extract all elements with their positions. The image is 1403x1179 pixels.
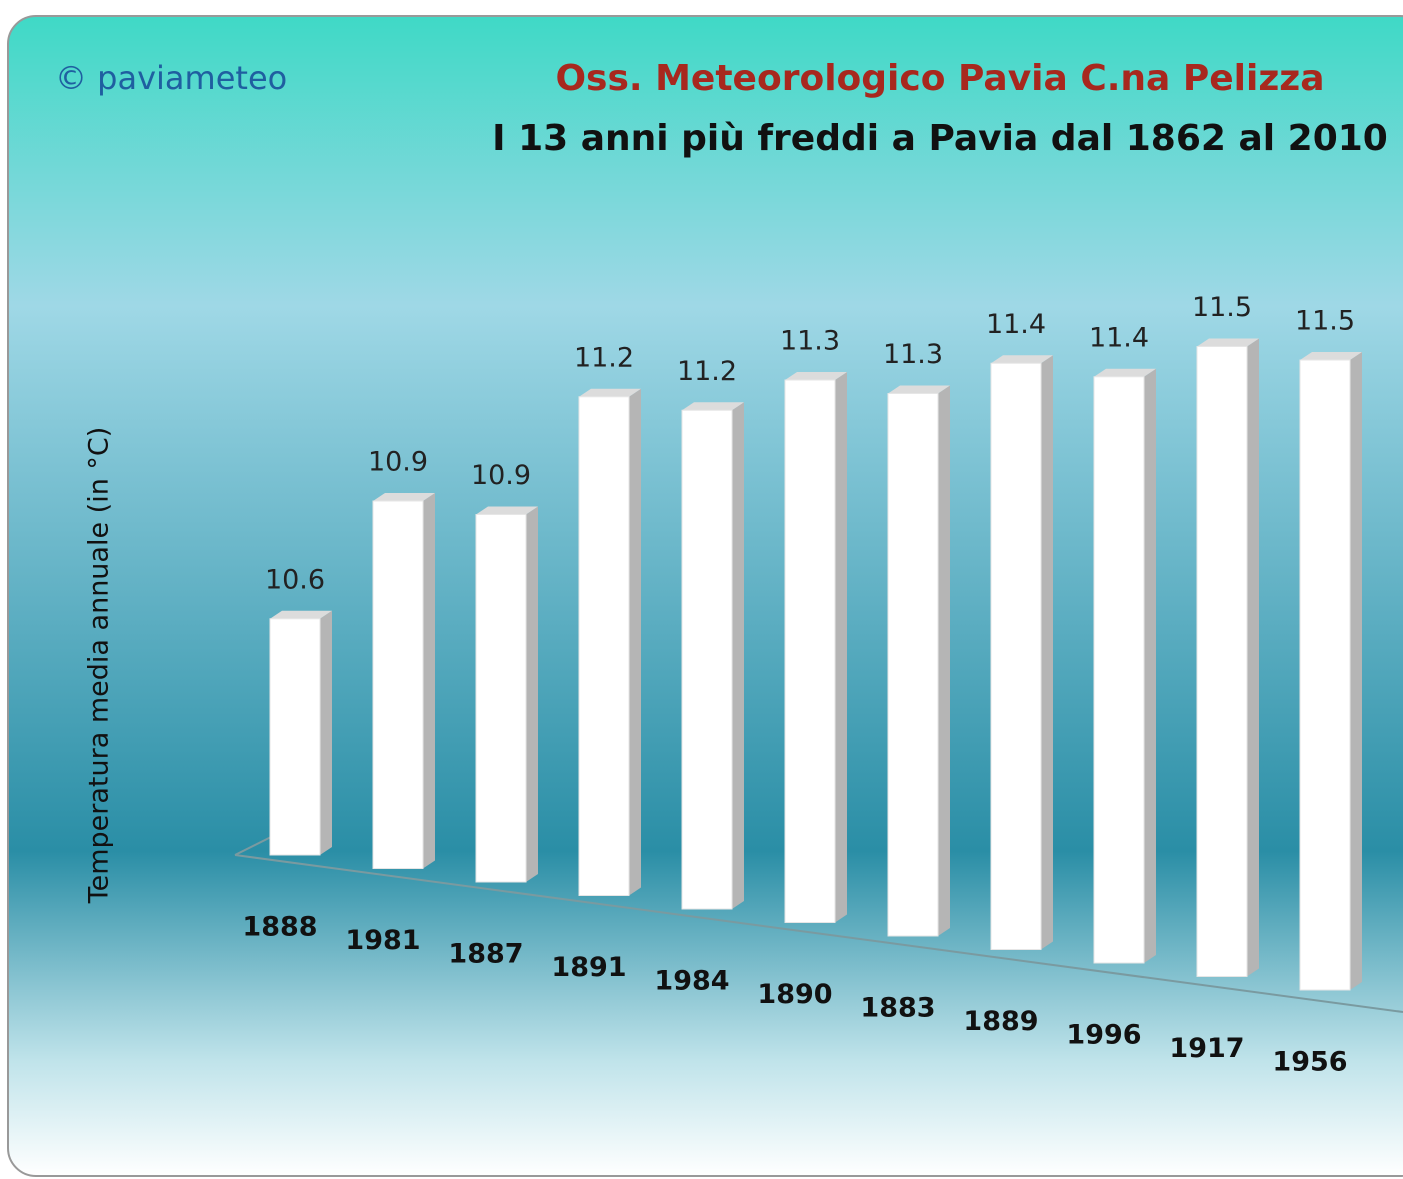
bar-side [938,385,950,936]
bar-top [1094,368,1156,377]
value-label: 10.6 [265,564,325,595]
bar-side [1350,352,1362,990]
value-label: 11.5 [1192,292,1252,323]
bar-side [526,506,538,882]
bar [887,393,939,937]
credit: © paviameteo [55,59,287,97]
bar-top [682,402,744,411]
bar-top [991,355,1053,364]
bar [578,396,630,896]
chart-title: Oss. Meteorologico Pavia C.na Pelizza [555,58,1324,99]
bar-side [732,402,744,909]
x-tick-label: 1917 [1169,1033,1244,1064]
value-label: 11.2 [574,342,634,373]
bar-top [270,610,332,619]
bar [475,514,527,883]
value-label: 11.5 [1295,306,1355,337]
x-tick-label: 1888 [242,912,317,943]
x-tick-label: 1883 [860,993,935,1024]
bar-top [1300,352,1362,360]
bar-side [1247,338,1259,977]
x-tick-label: 1956 [1272,1047,1347,1078]
x-tick-label: 1984 [654,966,729,997]
x-tick-label: 1981 [345,925,420,956]
bar-top [373,493,435,501]
bar [1196,346,1248,977]
value-label: 10.9 [368,447,428,478]
x-tick-label: 1891 [551,952,626,983]
bar-side [835,372,847,923]
value-label: 11.4 [986,309,1046,340]
y-axis-label: Temperatura media annuale (in °C) [84,427,115,905]
bar [681,409,733,910]
bar-side [423,493,435,869]
bar [1093,376,1145,964]
bar-side [320,610,332,855]
bar [990,362,1042,950]
chart-subtitle: I 13 anni più freddi a Pavia dal 1862 al… [492,118,1388,159]
value-label: 10.9 [471,460,531,491]
bar [784,379,836,923]
bar-top [476,506,538,515]
floor-edge [234,834,276,856]
value-label: 11.4 [1089,322,1149,353]
floor-line [234,854,1403,1013]
bar-top [579,388,641,397]
bar-top [785,372,847,380]
bar [269,618,321,856]
value-label: 11.2 [677,356,737,387]
bar-top [888,385,950,394]
value-label: 11.3 [883,339,943,370]
bar [372,500,424,869]
value-label: 11.3 [780,326,840,357]
bar-side [1041,355,1053,950]
bar-side [1144,368,1156,963]
bar-top [1197,338,1259,347]
bar-side [629,388,641,896]
x-tick-label: 1889 [963,1006,1038,1037]
x-tick-label: 1996 [1066,1020,1141,1051]
x-tick-label: 1890 [757,979,832,1010]
x-tick-label: 1887 [448,939,523,970]
bar [1299,359,1351,991]
